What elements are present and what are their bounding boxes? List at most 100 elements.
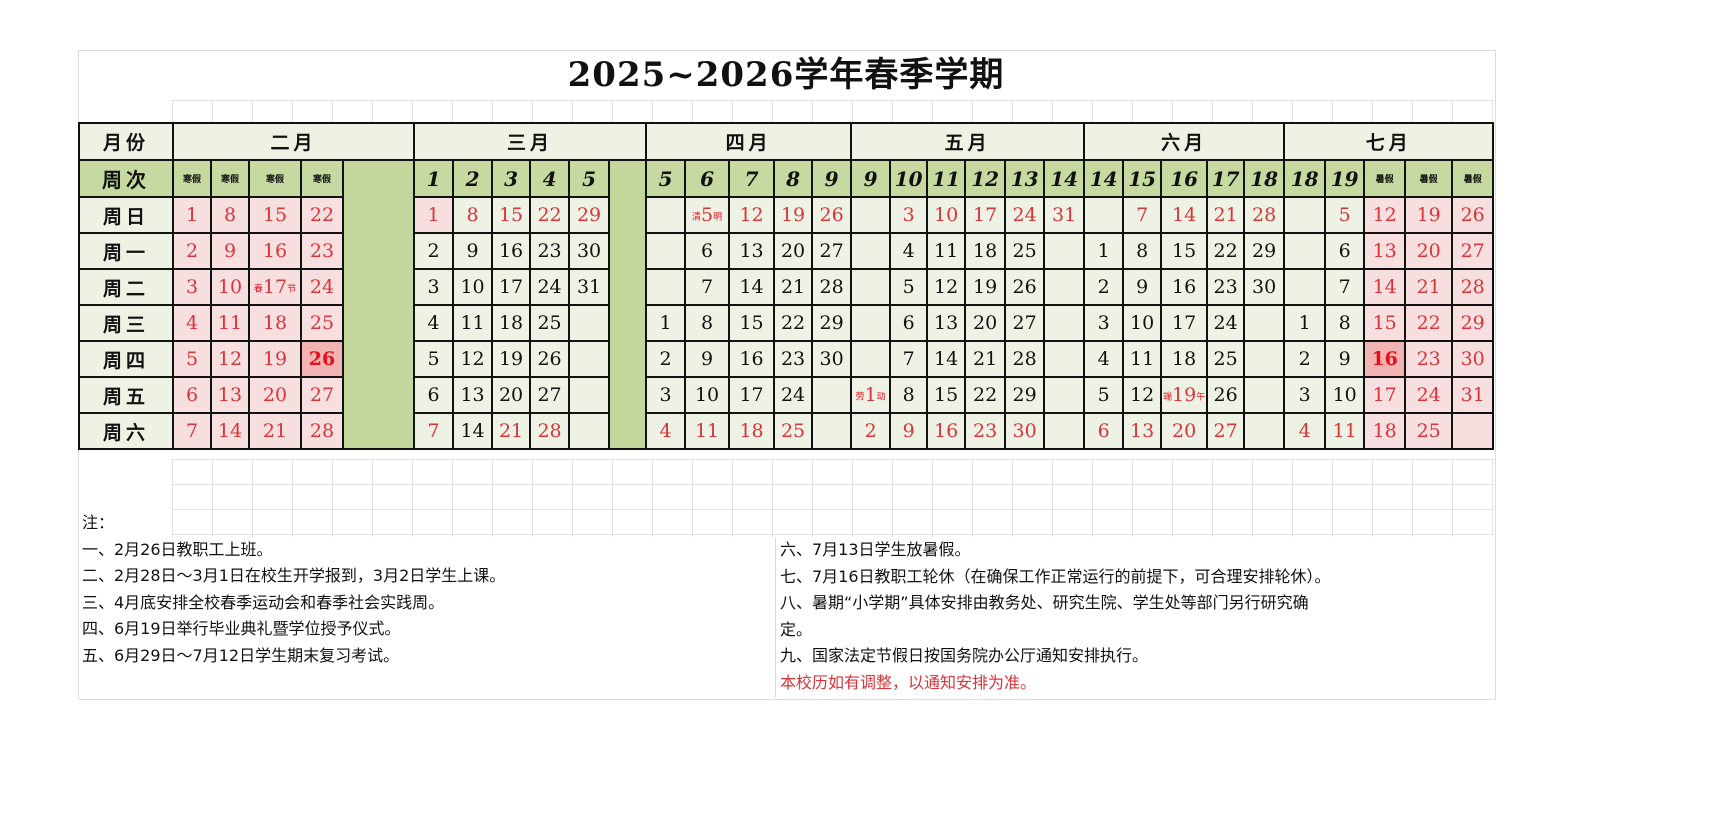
day-cell: 6 <box>1083 412 1125 450</box>
day-cell <box>645 268 687 306</box>
day-cell: 31 <box>1451 376 1495 414</box>
day-cell: 10 <box>1122 304 1163 342</box>
day-cell: 5 <box>1083 376 1125 414</box>
day-cell: 4 <box>172 304 212 342</box>
note-item: 八、暑期“小学期”具体安排由教务处、研究生院、学生处等部门另行研究确 <box>780 593 1309 612</box>
day-cell: 4 <box>1083 340 1125 378</box>
day-cell: 17 <box>964 196 1007 234</box>
day-cell: 4 <box>1283 412 1327 450</box>
day-cell: 4 <box>645 412 687 450</box>
day-cell: 12 <box>452 340 494 378</box>
day-cell: 21 <box>491 412 532 450</box>
day-cell: 1 <box>172 196 212 234</box>
week-number: 寒假 <box>172 159 212 198</box>
day-cell: 22 <box>529 196 571 234</box>
day-cell: 11 <box>210 304 250 342</box>
day-cell: 14 <box>728 268 776 306</box>
note-item: 一、2月26日教职工上班。 <box>82 539 273 559</box>
day-cell <box>1043 304 1086 342</box>
day-cell: 15 <box>491 196 532 234</box>
day-cell: 9 <box>1122 268 1163 306</box>
notes-footer: 本校历如有调整，以通知安排为准。 <box>780 672 1037 692</box>
note-item: 七、7月16日教职工轮休（在确保工作正常运行的前提下，可合理安排轮休）。 <box>780 566 1331 586</box>
day-cell: 30 <box>1004 412 1046 450</box>
day-cell: 3 <box>1283 376 1327 414</box>
day-cell: 25 <box>300 304 344 342</box>
weekday-row: 周四 5 12 19 26 5 12 19 26 2 9 16 23 30 7 14 21 28 4 11 18 25 2 9… <box>78 340 1495 378</box>
day-cell: 12 <box>728 196 776 234</box>
day-cell: 22 <box>773 304 814 342</box>
day-cell: 20 <box>964 304 1007 342</box>
note-item: 五、6月29日～7月12日学生期末复习考试。 <box>82 645 400 665</box>
week-number: 暑假 <box>1363 159 1407 198</box>
holiday-prefix: 清 <box>692 212 702 223</box>
day-cell <box>850 268 892 306</box>
day-cell: 15 <box>1160 232 1209 270</box>
day-cell: 22 <box>1404 304 1454 342</box>
day-cell: 11 <box>452 304 494 342</box>
day-cell: 春17节 <box>248 268 302 306</box>
day-cell: 12 <box>210 340 250 378</box>
week-number: 18 <box>1243 159 1286 198</box>
day-cell <box>1283 232 1327 270</box>
day-cell: 端19午 <box>1160 376 1209 414</box>
day-cell: 28 <box>1004 340 1046 378</box>
weekday-label: 周四 <box>78 340 174 378</box>
day-cell <box>1083 196 1125 234</box>
week-number: 14 <box>1083 159 1125 198</box>
day-cell: 3 <box>889 196 929 234</box>
day-cell: 8 <box>1324 304 1366 342</box>
day-cell: 2 <box>645 340 687 378</box>
day-cell: 20 <box>1160 412 1209 450</box>
holiday-prefix: 劳 <box>855 392 865 403</box>
day-cell: 劳1动 <box>850 376 892 414</box>
day-cell: 20 <box>248 376 302 414</box>
day-cell: 2 <box>172 232 212 270</box>
day-cell: 10 <box>1324 376 1366 414</box>
month-header: 七月 <box>1283 122 1495 161</box>
week-label: 周次 <box>78 159 174 198</box>
notes-divider <box>775 538 776 698</box>
day-cell: 20 <box>773 232 814 270</box>
week-number: 18 <box>1283 159 1327 198</box>
day-cell: 27 <box>1004 304 1046 342</box>
day-cell: 9 <box>210 232 250 270</box>
day-cell <box>568 340 611 378</box>
day-cell <box>811 376 853 414</box>
week-number: 8 <box>773 159 814 198</box>
day-cell: 16 <box>728 340 776 378</box>
day-number: 17 <box>262 276 288 298</box>
day-cell: 7 <box>1122 196 1163 234</box>
day-cell: 28 <box>1451 268 1495 306</box>
holiday-suffix: 节 <box>287 284 297 295</box>
day-cell: 30 <box>1243 268 1286 306</box>
background-grid <box>172 100 1494 122</box>
day-cell: 11 <box>684 412 731 450</box>
day-cell: 13 <box>452 376 494 414</box>
day-cell: 15 <box>248 196 302 234</box>
day-cell: 8 <box>452 196 494 234</box>
day-cell: 18 <box>248 304 302 342</box>
day-cell: 16 <box>491 232 532 270</box>
holiday-prefix: 端 <box>1163 392 1173 403</box>
page-title: 2025~2026学年春季学期 <box>567 55 1005 95</box>
notes-heading: 注： <box>82 513 115 532</box>
day-cell: 7 <box>172 412 212 450</box>
weekday-label: 周六 <box>78 412 174 450</box>
weekday-row: 周三 4 11 18 25 4 11 18 25 1 8 15 22 29 6 13 20 27 3 10 17 24 1 8… <box>78 304 1495 342</box>
month-spacer <box>608 159 648 450</box>
day-cell: 23 <box>1404 340 1454 378</box>
day-cell: 2 <box>1083 268 1125 306</box>
school-calendar-table: 月份 二月 三月 四月 五月 六月 七月 周次 寒假 寒假 寒假 寒假 1 2 3 4 5 5 6 7 8 9 9 10 11 1… <box>78 122 1495 450</box>
day-cell: 29 <box>568 196 611 234</box>
day-cell: 10 <box>926 196 967 234</box>
week-number: 17 <box>1206 159 1246 198</box>
weekday-row: 周日 1 8 15 22 1 8 15 22 29 清5明 12 19 26 3 10 17 24 31 7 14 21 2… <box>78 196 1495 234</box>
day-cell: 10 <box>452 268 494 306</box>
day-cell: 26 <box>1004 268 1046 306</box>
day-cell: 12 <box>1122 376 1163 414</box>
day-cell: 18 <box>1363 412 1407 450</box>
day-cell: 22 <box>1206 232 1246 270</box>
day-cell: 28 <box>1243 196 1286 234</box>
day-cell: 13 <box>1122 412 1163 450</box>
